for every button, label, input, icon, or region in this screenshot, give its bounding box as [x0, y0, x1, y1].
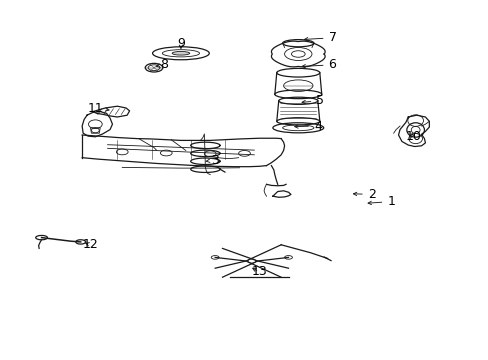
Text: 3: 3: [205, 154, 219, 167]
Text: 10: 10: [405, 130, 420, 143]
Text: 8: 8: [156, 58, 167, 71]
Text: 5: 5: [302, 94, 324, 107]
Ellipse shape: [172, 51, 189, 55]
Text: 11: 11: [87, 102, 109, 114]
Text: 2: 2: [353, 188, 375, 201]
Text: 6: 6: [302, 58, 336, 71]
Text: 12: 12: [82, 238, 98, 251]
Text: 7: 7: [304, 31, 336, 44]
Text: 9: 9: [177, 37, 184, 50]
Text: 4: 4: [294, 120, 321, 132]
Text: 13: 13: [251, 265, 266, 278]
Text: 1: 1: [367, 195, 394, 208]
